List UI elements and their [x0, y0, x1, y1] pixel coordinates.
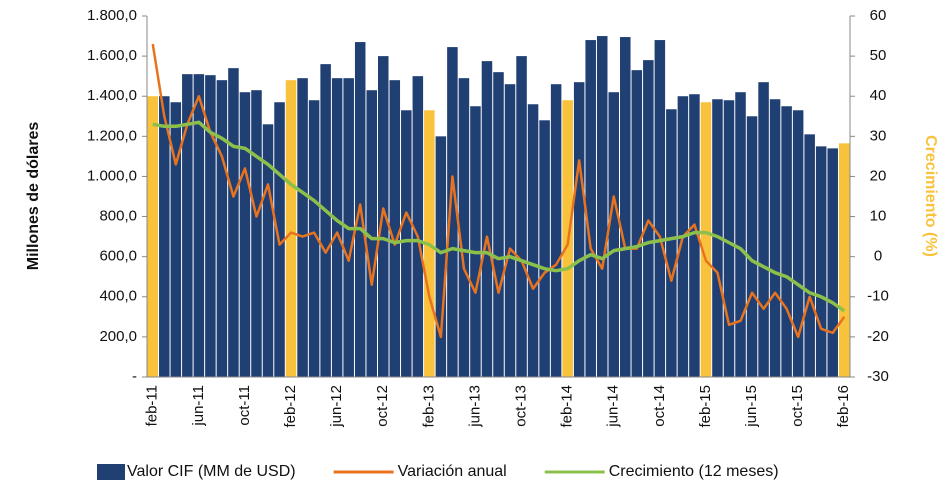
bar — [608, 92, 620, 377]
bar — [331, 78, 343, 377]
x-tick-label: feb-12 — [282, 385, 299, 428]
bar — [758, 82, 769, 377]
bar — [550, 84, 562, 377]
y2-tick-label: -20 — [867, 328, 889, 345]
bar — [285, 80, 297, 377]
bar — [596, 36, 608, 378]
legend-label: Variación anual — [398, 463, 507, 480]
bar — [216, 80, 228, 377]
y2-tick-label: 50 — [870, 47, 887, 64]
y2-tick-label: 0 — [874, 248, 882, 265]
bar — [297, 78, 308, 377]
x-tick-label: jun-14 — [605, 385, 622, 428]
x-tick-label: jun-12 — [328, 385, 345, 428]
y-tick-label: 1.800,0 — [87, 7, 137, 24]
bar — [493, 72, 504, 378]
x-tick-label: feb-13 — [420, 385, 437, 428]
y2-tick-label: 10 — [870, 208, 887, 225]
x-tick-label: feb-14 — [559, 385, 576, 428]
y-tick-label: 1.600,0 — [87, 47, 137, 64]
bar — [769, 99, 781, 377]
y-tick-label: - — [132, 368, 137, 385]
bar — [504, 84, 516, 377]
y2-axis-label: Crecimiento (%) — [922, 135, 939, 257]
y-tick-label: 1.400,0 — [87, 87, 137, 104]
bar — [631, 70, 643, 378]
x-tick-label: oct-12 — [374, 385, 391, 427]
bar — [735, 92, 746, 377]
bar — [781, 106, 792, 377]
bar — [239, 92, 251, 377]
bar — [412, 76, 424, 378]
bar — [228, 68, 239, 378]
bar — [262, 124, 274, 377]
x-tick-label: jun-11 — [190, 385, 207, 427]
line — [151, 43, 846, 339]
bar — [147, 96, 159, 377]
bar — [527, 104, 539, 377]
legend-label: Crecimiento (12 meses) — [609, 463, 779, 480]
x-tick-label: jun-15 — [743, 385, 760, 428]
x-tick-label: jun-13 — [466, 385, 483, 428]
bar — [689, 94, 700, 377]
bar — [804, 134, 815, 377]
bar — [539, 120, 550, 378]
bar — [573, 82, 585, 377]
bar — [838, 143, 850, 377]
y2-tick-label: 40 — [870, 87, 887, 104]
bar — [643, 60, 654, 377]
bar — [654, 40, 666, 378]
y-tick-label: 400,0 — [99, 288, 137, 305]
bar — [827, 148, 838, 377]
bar — [516, 56, 527, 377]
bar — [481, 61, 493, 377]
y-tick-label: 200,0 — [99, 328, 137, 345]
y2-tick-label: 20 — [870, 167, 887, 184]
legend-swatch — [97, 464, 125, 480]
bar — [401, 110, 412, 377]
bar — [159, 96, 170, 377]
legend-label: Valor CIF (MM de USD) — [127, 463, 296, 480]
x-tick-label: oct-11 — [236, 385, 253, 426]
bar — [792, 110, 804, 377]
bar — [585, 40, 596, 378]
x-tick-label: feb-15 — [697, 385, 714, 428]
bar — [435, 136, 447, 377]
y2-tick-label: 60 — [870, 7, 887, 24]
x-tick-label: oct-15 — [789, 385, 806, 427]
y-tick-label: 1.200,0 — [87, 127, 137, 144]
y-axis-label: Millones de dólares — [25, 122, 42, 271]
x-tick-label: feb-11 — [144, 385, 161, 426]
bar — [251, 90, 262, 377]
bar — [458, 78, 470, 377]
bar — [320, 64, 331, 377]
bar — [723, 100, 735, 377]
bar — [182, 74, 193, 378]
y2-tick-label: -30 — [867, 368, 889, 385]
x-tick-label: oct-14 — [651, 385, 668, 427]
line — [152, 120, 846, 313]
y-tick-label: 800,0 — [99, 208, 137, 225]
bar — [447, 47, 458, 377]
y2-tick-label: -10 — [867, 288, 889, 305]
bar — [666, 109, 677, 377]
x-tick-label: feb-16 — [835, 385, 852, 428]
y-tick-label: 600,0 — [99, 248, 137, 265]
bar — [366, 90, 377, 377]
bar — [170, 102, 182, 377]
x-tick-label: oct-13 — [513, 385, 530, 427]
y-tick-label: 1.000,0 — [87, 167, 137, 184]
y2-tick-label: 30 — [870, 127, 887, 144]
bar — [620, 37, 631, 377]
bar — [470, 106, 481, 377]
bar — [389, 80, 401, 377]
bar — [308, 100, 320, 377]
bar — [700, 102, 712, 377]
bar — [746, 116, 758, 378]
bar — [193, 74, 205, 378]
bar — [815, 146, 827, 377]
bar — [205, 75, 216, 378]
